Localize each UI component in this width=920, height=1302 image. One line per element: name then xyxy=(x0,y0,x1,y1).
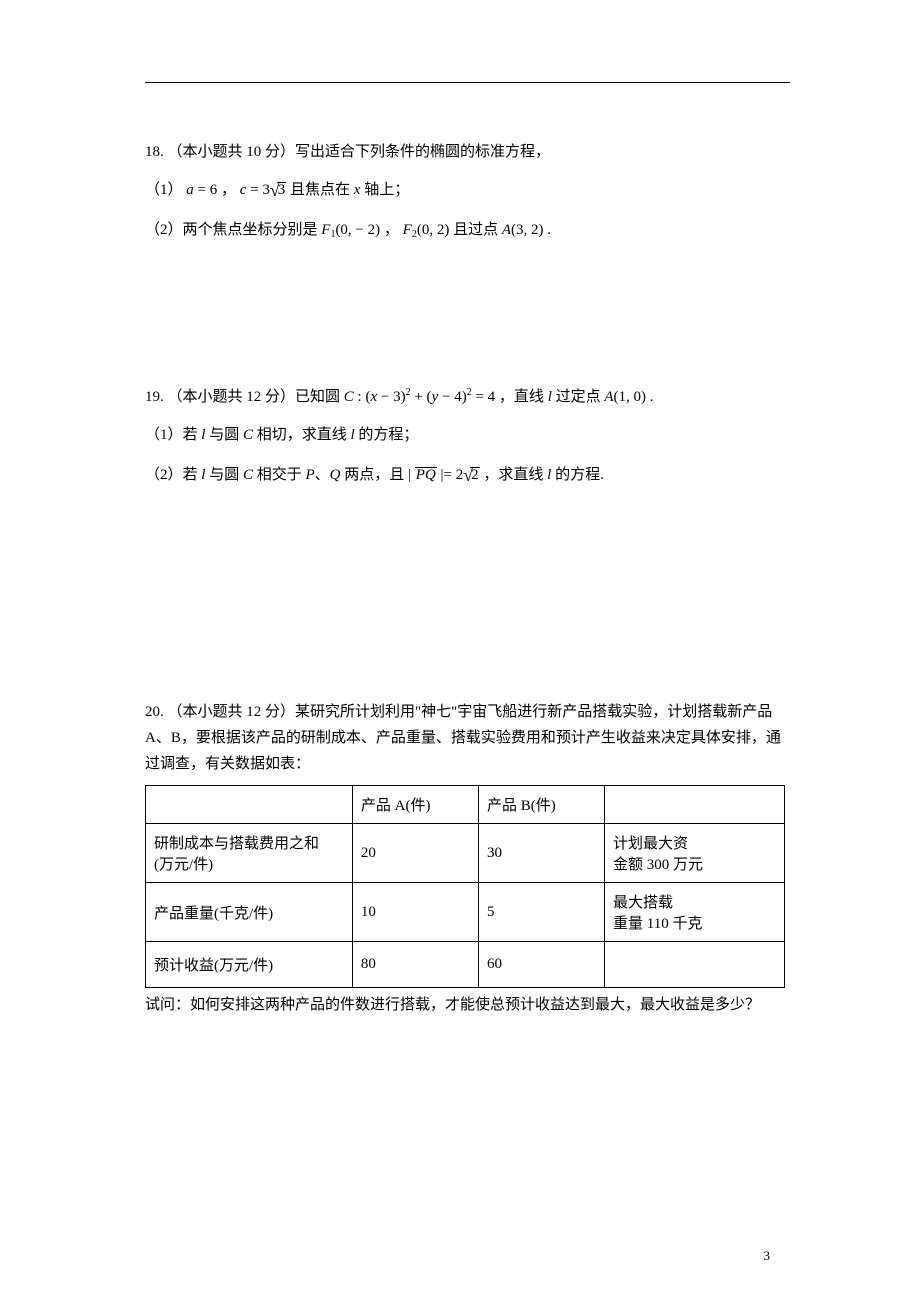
q19-pre: 19. （本小题共 12 分）已知圆 xyxy=(145,389,344,405)
cell: 80 xyxy=(352,942,478,988)
q18-p1-eq1: = 6 ， xyxy=(194,182,236,198)
cell: 60 xyxy=(478,942,604,988)
q18-p2-A: A xyxy=(502,222,511,238)
cell: 10 xyxy=(352,883,478,942)
spacer xyxy=(145,259,790,379)
cell: 产品 B(件) xyxy=(478,786,604,824)
sqrt-icon: √3 xyxy=(270,174,286,206)
q19-part1: （1）若 l 与圆 C 相切，求直线 l 的方程； xyxy=(145,419,790,451)
cell-line2: 金额 300 万元 xyxy=(613,857,703,873)
page: 18. （本小题共 10 分）写出适合下列条件的椭圆的标准方程， （1） a =… xyxy=(0,0,920,1302)
q19-C: C xyxy=(344,389,354,405)
q18-p2-F2-args: (0, 2) xyxy=(417,222,453,238)
cell: 20 xyxy=(352,824,478,883)
cell xyxy=(605,786,785,824)
q19-tail2: 过定点 xyxy=(552,389,605,405)
q19-p2-mid2: 相交于 xyxy=(253,467,306,483)
q20-heading: 20. （本小题共 12 分）某研究所计划利用"神七"宇宙飞船进行新产品搭载实验… xyxy=(145,699,790,777)
cell-line1: 最大搭载 xyxy=(613,895,673,911)
q18-p1-eq2: = 3 xyxy=(246,182,269,198)
q19-p1-tail2: 的方程； xyxy=(355,427,419,443)
q19-p2-dot: 、 xyxy=(315,467,330,483)
q18-p1-sqrt-arg: 3 xyxy=(277,182,287,198)
table-row: 产品重量(千克/件) 10 5 最大搭载 重量 110 千克 xyxy=(146,883,785,942)
cell: 研制成本与搭载费用之和 (万元/件) xyxy=(146,824,353,883)
q18-p2-prefix: （2）两个焦点坐标分别是 xyxy=(145,222,321,238)
q19-p2-mid: 与圆 xyxy=(205,467,243,483)
cell: 5 xyxy=(478,883,604,942)
cell-line2: (万元/件) xyxy=(154,857,213,873)
q19-m4: − 4) xyxy=(438,389,466,405)
table-row: 产品 A(件) 产品 B(件) xyxy=(146,786,785,824)
top-rule xyxy=(145,82,790,83)
q19-eq4: = 4 xyxy=(472,389,499,405)
cell-line2: 重量 110 千克 xyxy=(613,916,702,932)
table-row: 研制成本与搭载费用之和 (万元/件) 20 30 计划最大资 金额 300 万元 xyxy=(146,824,785,883)
cell: 计划最大资 金额 300 万元 xyxy=(605,824,785,883)
q18-p1-tail2: 轴上； xyxy=(360,182,409,198)
q19-p2-tail2: 的方程. xyxy=(551,467,604,483)
q19-heading: 19. （本小题共 12 分）已知圆 C : (x − 3)2 + (y − 4… xyxy=(145,379,790,411)
q18-part2: （2）两个焦点坐标分别是 F1(0, − 2) ， F2(0, 2) 且过点 A… xyxy=(145,214,790,251)
cell xyxy=(605,942,785,988)
q19-p2-mid3: 两点，且 | xyxy=(341,467,415,483)
q18-p1-tail: 且焦点在 xyxy=(290,182,354,198)
q20-footer: 试问：如何安排这两种产品的件数进行搭载，才能使总预计收益达到最大，最大收益是多少… xyxy=(145,992,790,1018)
q19-colon: : ( xyxy=(354,389,371,405)
q18-p2-F2: F xyxy=(403,222,412,238)
cell: 产品重量(千克/件) xyxy=(146,883,353,942)
q19-A: A xyxy=(604,389,613,405)
q19-p2-pre: （2）若 xyxy=(145,467,201,483)
q19-p1-tail: 相切，求直线 xyxy=(253,427,351,443)
cell-line1: 计划最大资 xyxy=(613,836,688,852)
q19-A-args: (1, 0) . xyxy=(614,389,654,405)
sqrt-icon: √2 xyxy=(463,459,479,491)
q19-plus: + ( xyxy=(411,389,432,405)
q19-p2-sqrt-arg: 2 xyxy=(470,467,480,483)
q19-p2-bar-eq: |= 2 xyxy=(437,467,463,483)
cell xyxy=(146,786,353,824)
q19-p1-pre: （1）若 xyxy=(145,427,201,443)
q19-tail1: ，直线 xyxy=(499,389,548,405)
q18-p2-F1-args: (0, − 2) xyxy=(335,222,383,238)
q18-p2-A-args: (3, 2) . xyxy=(511,222,551,238)
cell: 最大搭载 重量 110 千克 xyxy=(605,883,785,942)
q18-heading: 18. （本小题共 10 分）写出适合下列条件的椭圆的标准方程， xyxy=(145,138,790,166)
spacer xyxy=(145,499,790,699)
q20-table: 产品 A(件) 产品 B(件) 研制成本与搭载费用之和 (万元/件) 20 30… xyxy=(145,785,785,988)
q18-p2-comma: ， xyxy=(384,222,399,238)
q19-part2: （2）若 l 与圆 C 相交于 P、Q 两点，且 | PQ |= 2√2 ，求直… xyxy=(145,459,790,491)
cell-line1: 研制成本与搭载费用之和 xyxy=(154,836,319,852)
q19-p2-PQ: PQ xyxy=(415,467,437,482)
q18-p1-prefix: （1） xyxy=(145,182,183,198)
cell: 30 xyxy=(478,824,604,883)
q19-p2-tail: ，求直线 xyxy=(480,467,548,483)
q18-p1-a: a xyxy=(186,182,194,198)
q19-p2-C: C xyxy=(243,467,253,483)
page-number: 3 xyxy=(764,1248,771,1264)
table-row: 预计收益(万元/件) 80 60 xyxy=(146,942,785,988)
q18-part1: （1） a = 6 ， c = 3√3 且焦点在 x 轴上； xyxy=(145,174,790,206)
q19-p2-P: P xyxy=(305,467,314,483)
q19-m3: − 3) xyxy=(377,389,405,405)
cell: 预计收益(万元/件) xyxy=(146,942,353,988)
q18-p2-mid: 且过点 xyxy=(453,222,502,238)
q19-p1-mid: 与圆 xyxy=(205,427,243,443)
q19-p2-Q: Q xyxy=(330,467,341,483)
q19-p1-C: C xyxy=(243,427,253,443)
cell: 产品 A(件) xyxy=(352,786,478,824)
